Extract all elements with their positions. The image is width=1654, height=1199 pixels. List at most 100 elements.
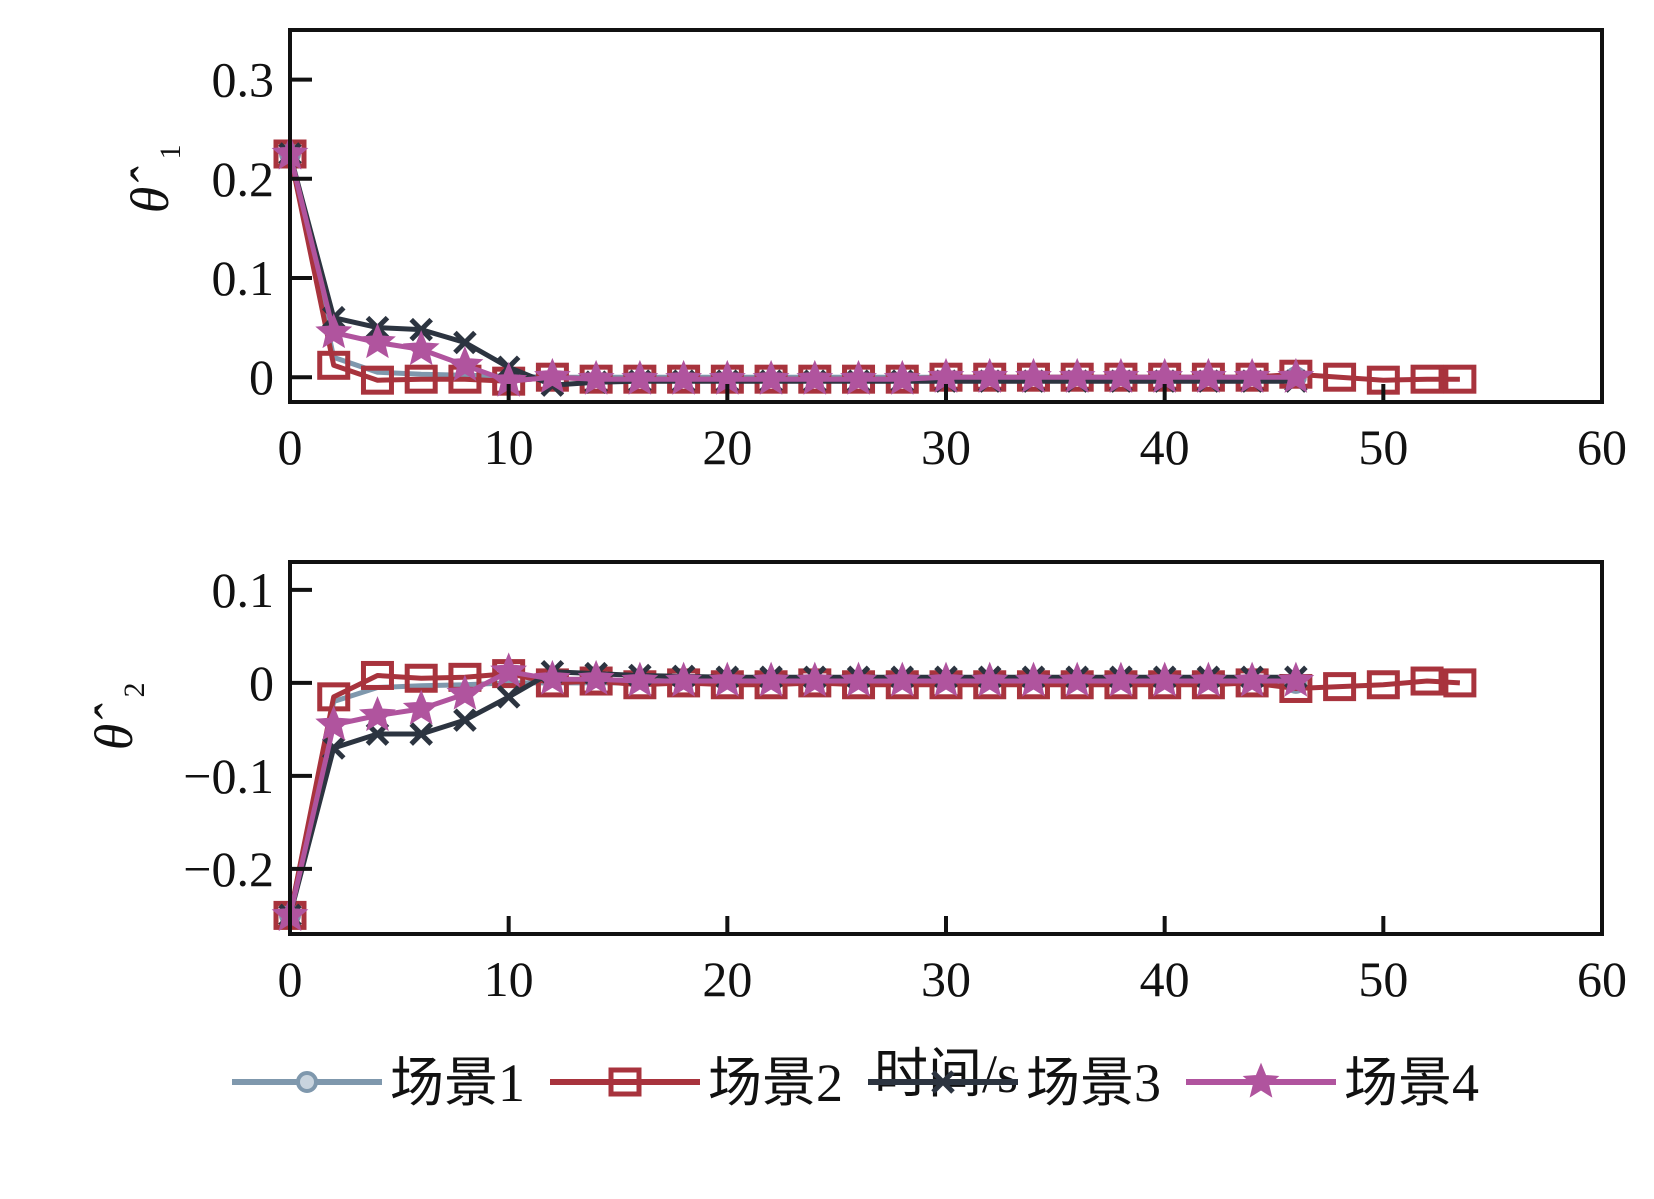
data-point [883, 359, 921, 395]
series-line [287, 669, 1296, 916]
data-point [1323, 672, 1357, 702]
data-point [315, 705, 353, 741]
data-point [446, 674, 484, 710]
data-point [404, 364, 438, 394]
data-point [665, 661, 702, 697]
y-tick-label: −0.1 [183, 748, 274, 804]
data-point [621, 359, 659, 395]
legend-item: 场景4 [1186, 1053, 1479, 1113]
data-point [752, 359, 790, 395]
legend-label: 场景4 [1344, 1053, 1479, 1113]
series-1 [279, 671, 1307, 927]
y-axis-label: θ̂ [120, 166, 180, 214]
series-line [287, 680, 1296, 916]
data-point [577, 359, 615, 395]
plot-frame [288, 28, 1604, 404]
x-tick-label: 40 [1140, 419, 1190, 475]
x-tick-label: 0 [278, 951, 303, 1007]
data-point [577, 659, 615, 695]
legend-label: 场景1 [390, 1053, 525, 1113]
data-point [796, 661, 834, 697]
data-point [317, 350, 351, 380]
data-point [1410, 364, 1444, 394]
data-point [1443, 668, 1477, 698]
data-point [971, 357, 1009, 393]
x-tick-label: 30 [921, 951, 971, 1007]
data-point [1146, 661, 1184, 697]
y-axis-label-subscript: 1 [154, 145, 187, 160]
data-point [1277, 661, 1315, 697]
data-point [1323, 362, 1357, 392]
data-point [359, 696, 396, 732]
data-point [708, 661, 746, 697]
x-tick-label: 30 [921, 419, 971, 475]
x-tick-label: 50 [1358, 951, 1408, 1007]
series-3 [278, 659, 1308, 928]
y-tick-label: 0.3 [212, 52, 275, 108]
series-4 [271, 134, 1315, 397]
legend-item: 场景3 [868, 1053, 1161, 1113]
data-point [446, 345, 484, 381]
data-point [1233, 357, 1271, 393]
y-tick-label: 0 [249, 349, 274, 405]
data-point [1058, 661, 1096, 697]
legend-marker [608, 1067, 642, 1097]
data-point [534, 659, 571, 695]
data-point [1410, 666, 1444, 696]
data-point [534, 357, 571, 393]
data-point [1233, 661, 1271, 697]
chart-panel-theta1: 0 10 20 30 40 50 60 0 0.1 0.2 0.3 θ̂ 1 [120, 28, 1627, 475]
series-line [287, 669, 1296, 917]
series-4 [271, 652, 1315, 932]
y-axis-label-subscript: 2 [118, 683, 151, 698]
y-tick-label: 0 [249, 655, 274, 711]
legend-label: 场景2 [708, 1053, 843, 1113]
y-tick-label: 0.1 [212, 562, 275, 618]
series-line [287, 671, 1461, 916]
data-point [490, 652, 528, 688]
legend-marker [931, 1070, 955, 1094]
data-point [1102, 357, 1140, 393]
y-tick-label: 0.1 [212, 250, 275, 306]
data-point [1015, 661, 1052, 697]
x-tick-label: 10 [484, 419, 534, 475]
legend-item: 场景2 [550, 1053, 843, 1113]
x-tick-label: 60 [1577, 951, 1627, 1007]
data-point [1443, 364, 1477, 394]
x-tick-label: 20 [702, 951, 752, 1007]
y-tick-label: −0.2 [183, 841, 274, 897]
data-point [453, 708, 477, 732]
y-tick-label: 0.2 [212, 151, 275, 207]
data-point [402, 330, 440, 366]
data-point [1190, 661, 1227, 697]
data-point [840, 661, 877, 697]
data-point [752, 661, 790, 697]
data-point [1015, 357, 1052, 393]
data-point [409, 317, 433, 342]
data-point [402, 689, 440, 725]
data-point [621, 661, 659, 697]
chart-panel-theta2: 0 10 20 30 40 50 60 −0.2 −0.1 0 0.1 θ̂ 2 时间/s [84, 560, 1627, 1104]
data-point [359, 323, 396, 359]
data-point [1058, 357, 1096, 393]
data-point [1190, 357, 1227, 393]
series-3 [278, 142, 1308, 397]
data-point [1366, 670, 1400, 700]
series-line [287, 153, 1296, 388]
y-axis-label: θ̂ [84, 703, 144, 751]
data-point [1102, 661, 1140, 697]
data-point [1277, 357, 1315, 393]
data-point [883, 661, 921, 697]
series-1 [279, 143, 1307, 389]
data-point [409, 722, 433, 746]
data-point [971, 661, 1009, 697]
series-2 [273, 139, 1477, 396]
legend: 场景1 场景2 场景3 场景4 [232, 1053, 1479, 1113]
data-point [665, 359, 702, 395]
x-tick-label: 50 [1358, 419, 1408, 475]
data-point [360, 660, 394, 690]
plot-frame [288, 560, 1604, 936]
data-point [315, 313, 353, 349]
x-tick-label: 60 [1577, 419, 1627, 475]
